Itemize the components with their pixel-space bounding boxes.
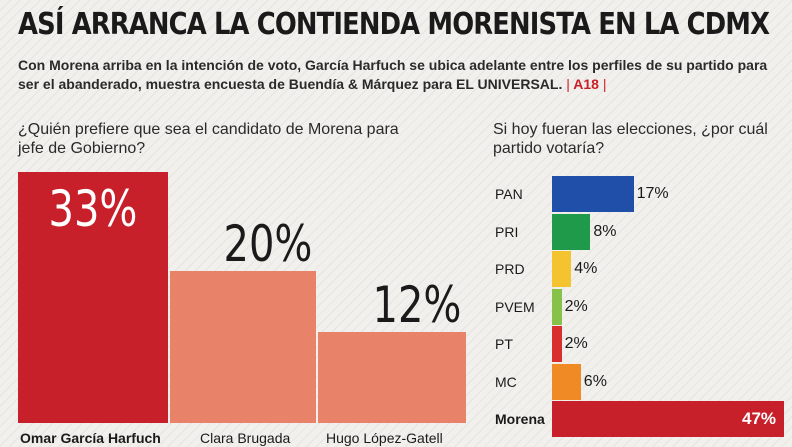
page-ref-separator-end: | <box>602 76 607 92</box>
party-value: 8% <box>593 222 617 240</box>
party-label: PVEM <box>495 298 535 315</box>
page-ref: A18 <box>573 76 599 92</box>
candidate-bar <box>170 271 316 423</box>
question-party: Si hoy fueran las elecciones, ¿por cuál … <box>493 121 768 157</box>
page-ref-separator: | <box>566 76 570 92</box>
party-value: 47% <box>742 409 777 428</box>
candidate-bar <box>318 331 466 423</box>
party-label: PAN <box>495 186 523 202</box>
question-candidate: ¿Quién prefiere que sea el candidato de … <box>18 121 399 157</box>
candidate-percent: 33% <box>48 180 138 239</box>
party-bar <box>552 176 634 212</box>
subtitle: Con Morena arriba en la intención de vot… <box>18 56 783 94</box>
party-value: 6% <box>583 372 607 390</box>
party-label: PRD <box>495 261 525 277</box>
party-value: 4% <box>574 260 598 277</box>
party-bar <box>552 213 591 250</box>
candidate-name: Hugo López-Gatell <box>326 430 443 446</box>
candidate-bar <box>18 172 168 423</box>
candidate-name: Omar García Harfuch <box>20 430 161 446</box>
page-title: ASÍ ARRANCA LA CONTIENDA MORENISTA EN LA… <box>18 7 770 42</box>
party-value: 17% <box>636 185 669 202</box>
party-bar <box>552 326 562 362</box>
party-bar <box>552 401 784 437</box>
party-value: 2% <box>564 297 588 315</box>
candidate-percent: 12% <box>372 275 462 334</box>
candidate-name: Clara Brugada <box>200 430 291 446</box>
party-bar <box>552 363 581 400</box>
candidate-percent: 20% <box>223 215 313 273</box>
party-label: Morena <box>495 411 545 427</box>
party-bar <box>552 251 572 287</box>
party-label: PT <box>495 336 513 352</box>
party-bar <box>552 288 562 325</box>
subtitle-text: Con Morena arriba en la intención de vot… <box>18 57 768 92</box>
party-label: MC <box>495 373 517 390</box>
party-value: 2% <box>564 335 588 352</box>
party-label: PRI <box>495 223 519 240</box>
